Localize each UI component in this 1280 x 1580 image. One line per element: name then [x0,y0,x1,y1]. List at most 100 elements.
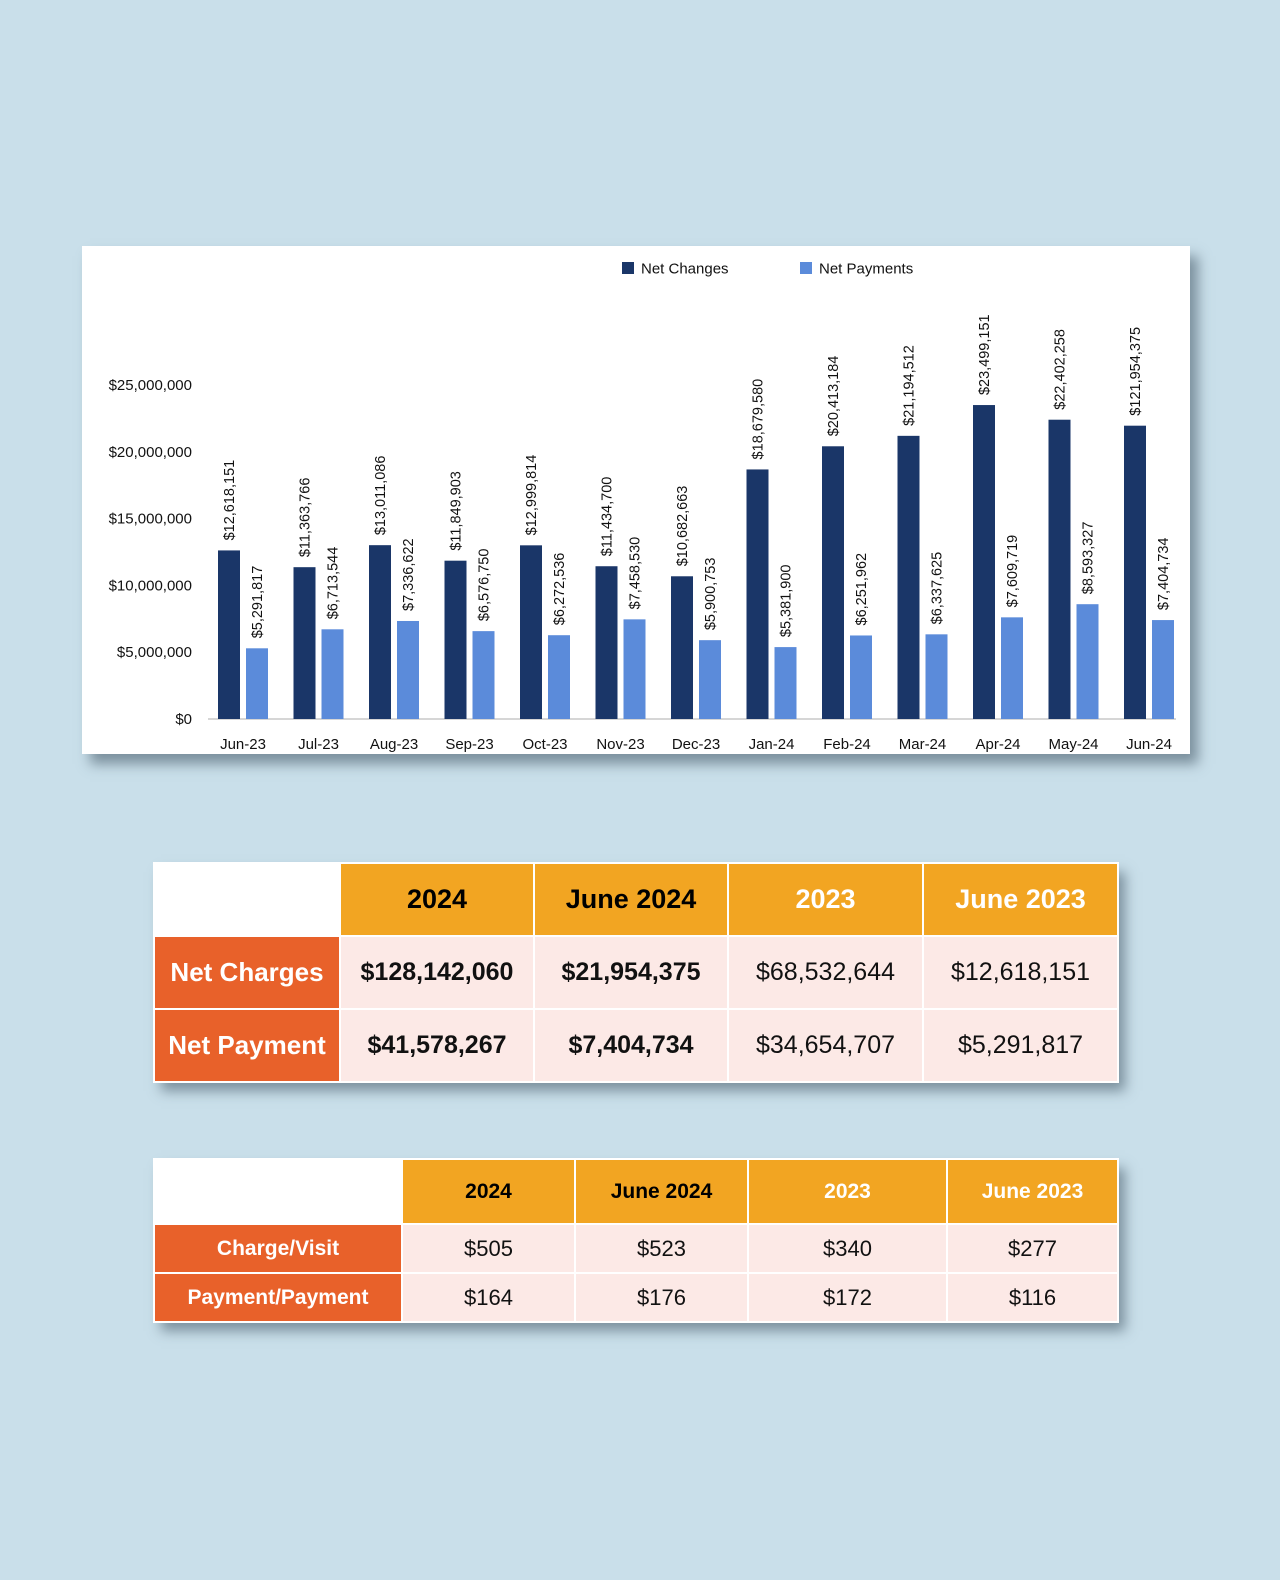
bar-net-payments [623,619,646,719]
bar-chart-card: $0 $5,000,000 $10,000,000 $15,000,000 $20,00… [82,246,1190,754]
legend-swatch [622,262,634,274]
data-label: $121,954,375 [1128,327,1144,416]
data-label: $11,849,903 [449,471,465,551]
data-label: $6,576,750 [477,549,493,622]
summary-table-totals: 2024 June 2024 2023 June 2023 Net Charge… [153,862,1119,1083]
bar-net-payments [699,640,721,719]
y-tick-label: $20,000,000 [109,444,192,461]
table-corner-cell [153,862,341,937]
bar-net-payments [472,631,495,719]
table-row: Net Payment $41,578,267 $7,404,734 $34,6… [153,1008,1119,1083]
table-cell: $5,291,817 [922,1008,1119,1083]
bar-net-payments [1076,604,1099,719]
y-tick-label: $5,000,000 [117,644,192,661]
legend-label: Net Changes [641,261,729,278]
data-label: $7,458,530 [628,537,644,610]
x-tick-label: Apr-24 [975,736,1020,753]
col-header-2024: 2024 [401,1158,576,1225]
x-tick-label: Oct-23 [522,736,567,753]
row-label-net-payment: Net Payment [153,1008,341,1083]
table-cell: $21,954,375 [533,935,729,1010]
table-cell: $7,404,734 [533,1008,729,1083]
table-cell: $12,618,151 [922,935,1119,1010]
data-label: $12,618,151 [222,460,238,541]
table-cell: $116 [946,1272,1119,1323]
col-header-june-2023: June 2023 [922,862,1119,937]
bar-net-changes [671,576,693,719]
bar-net-payments [1001,617,1023,719]
bar-chart: $0 $5,000,000 $10,000,000 $15,000,000 $20,00… [109,261,1176,753]
data-label: $11,363,766 [298,478,314,558]
col-header-2023: 2023 [747,1158,948,1225]
bar-net-changes [1124,425,1146,719]
table-corner-cell [153,1158,403,1225]
table-row: Payment/Payment $164 $176 $172 $116 [153,1272,1119,1323]
x-tick-label: Feb-24 [823,736,871,753]
row-label-payment-payment: Payment/Payment [153,1272,403,1323]
data-label: $21,194,512 [902,345,918,426]
x-tick-label: Nov-23 [596,736,644,753]
x-tick-label: Aug-23 [370,736,418,753]
x-tick-label: Sep-23 [445,736,493,753]
bar-net-changes [218,550,240,719]
bar-net-changes [293,567,316,719]
bar-net-payments [548,635,570,719]
data-label: $18,679,580 [751,379,767,460]
data-label: $6,251,962 [854,553,870,626]
data-label: $12,999,814 [524,455,540,536]
data-label: $5,900,753 [703,558,719,631]
table-cell: $128,142,060 [339,935,535,1010]
x-tick-label: Jan-24 [749,736,795,753]
data-label: $23,499,151 [977,314,993,395]
table-cell: $41,578,267 [339,1008,535,1083]
table-cell: $340 [747,1223,948,1274]
table-cell: $176 [574,1272,749,1323]
data-label: $5,291,817 [250,566,266,639]
y-tick-label: $10,000,000 [109,577,192,594]
row-label-net-charges: Net Charges [153,935,341,1010]
col-header-june-2024: June 2024 [574,1158,749,1225]
bar-net-payments [246,648,268,719]
bar-net-payments [774,647,797,719]
data-label: $8,593,327 [1081,522,1097,595]
y-tick-label: $0 [175,711,192,728]
table-cell: $277 [946,1223,1119,1274]
bar-net-payments [925,634,948,719]
data-label: $7,404,734 [1156,537,1172,610]
x-tick-label: Dec-23 [672,736,720,753]
bar-net-payments [397,620,419,719]
data-label: $6,272,536 [552,553,568,626]
bar-net-changes [520,545,542,719]
table-row: Charge/Visit $505 $523 $340 $277 [153,1223,1119,1274]
x-tick-label: Mar-24 [899,736,947,753]
x-tick-label: Jun-23 [220,736,266,753]
col-header-2024: 2024 [339,862,535,937]
table-cell: $172 [747,1272,948,1323]
col-header-2023: 2023 [727,862,924,937]
x-tick-label: May-24 [1048,736,1098,753]
data-label: $6,337,625 [930,552,946,625]
bar-net-changes [746,469,769,719]
data-label: $7,336,622 [401,538,417,611]
legend-label: Net Payments [819,261,913,278]
data-label: $20,413,184 [826,356,842,437]
data-label: $10,682,663 [675,486,691,567]
data-label: $6,713,544 [326,547,342,620]
bar-net-changes [1048,419,1071,719]
x-tick-label: Jul-23 [298,736,339,753]
bar-net-changes [444,560,467,719]
bar-net-payments [1152,620,1174,719]
table-cell: $523 [574,1223,749,1274]
data-label: $13,011,086 [373,456,389,536]
bar-net-changes [595,566,618,719]
bar-net-changes [822,446,844,719]
col-header-june-2023: June 2023 [946,1158,1119,1225]
data-label: $22,402,258 [1053,329,1069,410]
table-cell: $68,532,644 [727,935,924,1010]
table-cell: $505 [401,1223,576,1274]
data-label: $7,609,719 [1005,535,1021,608]
table-cell: $164 [401,1272,576,1323]
col-header-june-2024: June 2024 [533,862,729,937]
table-cell: $34,654,707 [727,1008,924,1083]
bar-net-changes [897,435,920,719]
